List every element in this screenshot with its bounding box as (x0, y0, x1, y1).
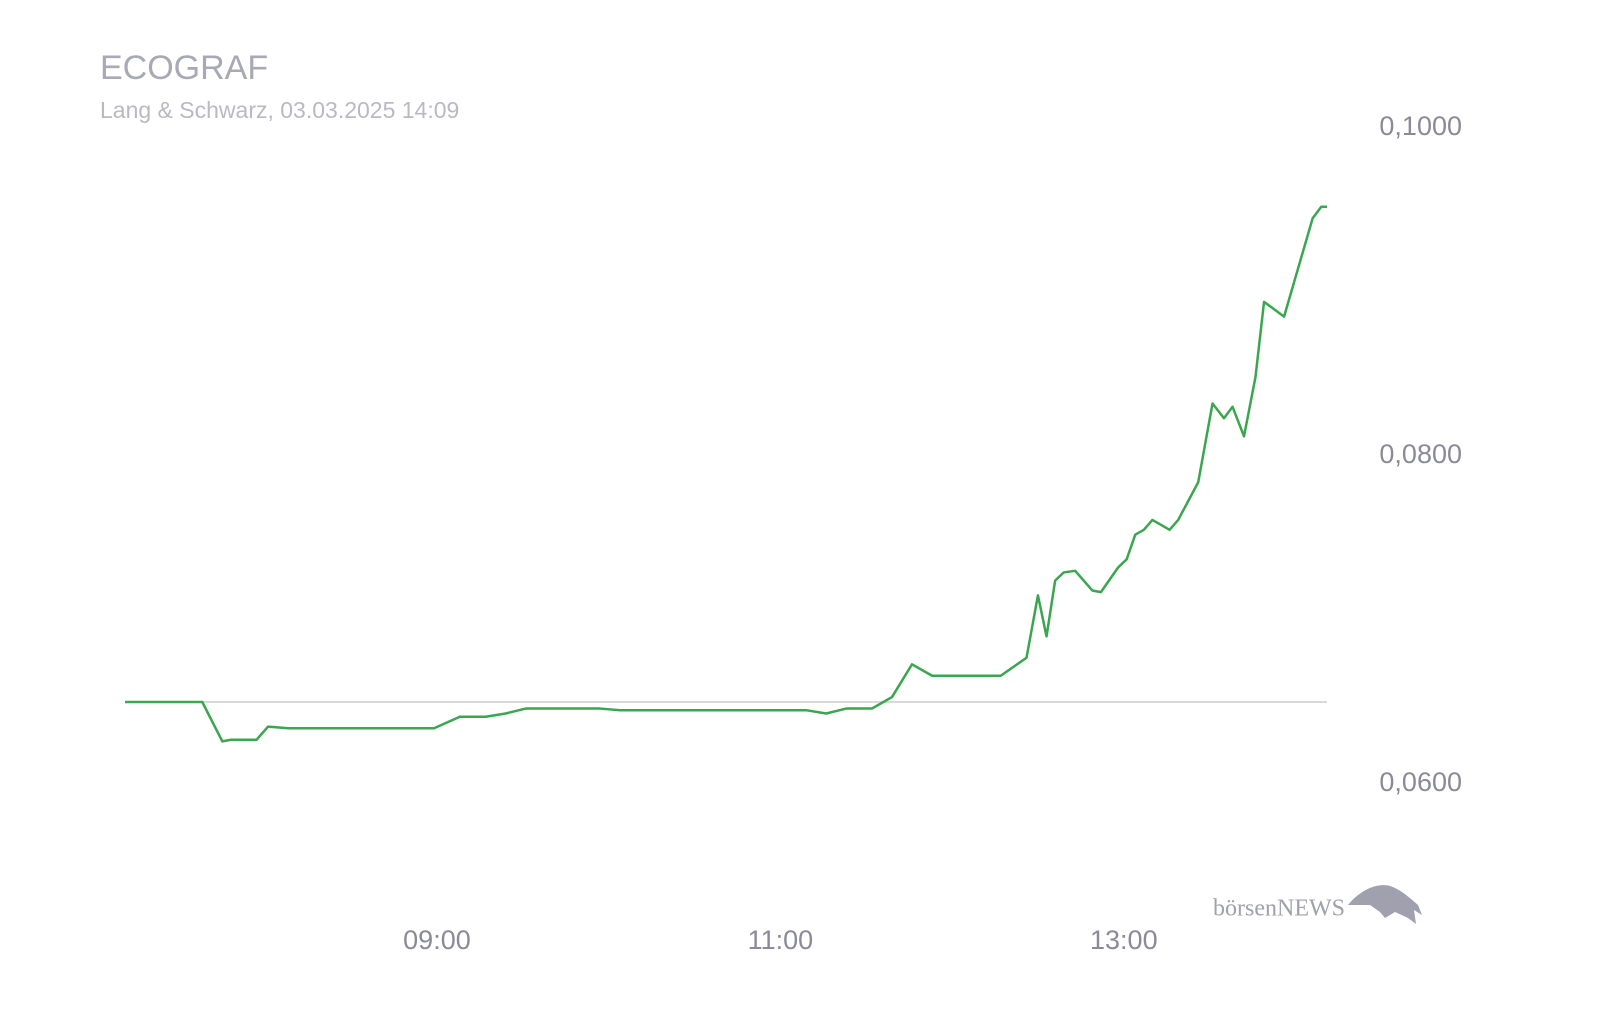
x-tick-label: 13:00 (1090, 925, 1158, 955)
y-tick-label: 0,0800 (1379, 439, 1462, 469)
plot-area: 0,0600 0,0800 0,1000 09:00 11:00 13:00 (125, 111, 1462, 955)
y-tick-label: 0,0600 (1379, 767, 1462, 797)
price-line (125, 205, 1327, 743)
brand-text: börsenNEWS (1213, 896, 1345, 922)
y-tick-label: 0,1000 (1379, 111, 1462, 141)
brand-logo: börsenNEWS (1213, 885, 1422, 924)
chart-title: ECOGRAF (100, 49, 268, 87)
chart-subtitle: Lang & Schwarz, 03.03.2025 14:09 (100, 97, 459, 123)
x-tick-label: 09:00 (403, 925, 471, 955)
brand-bull (1348, 885, 1422, 924)
x-tick-label: 11:00 (748, 925, 814, 955)
